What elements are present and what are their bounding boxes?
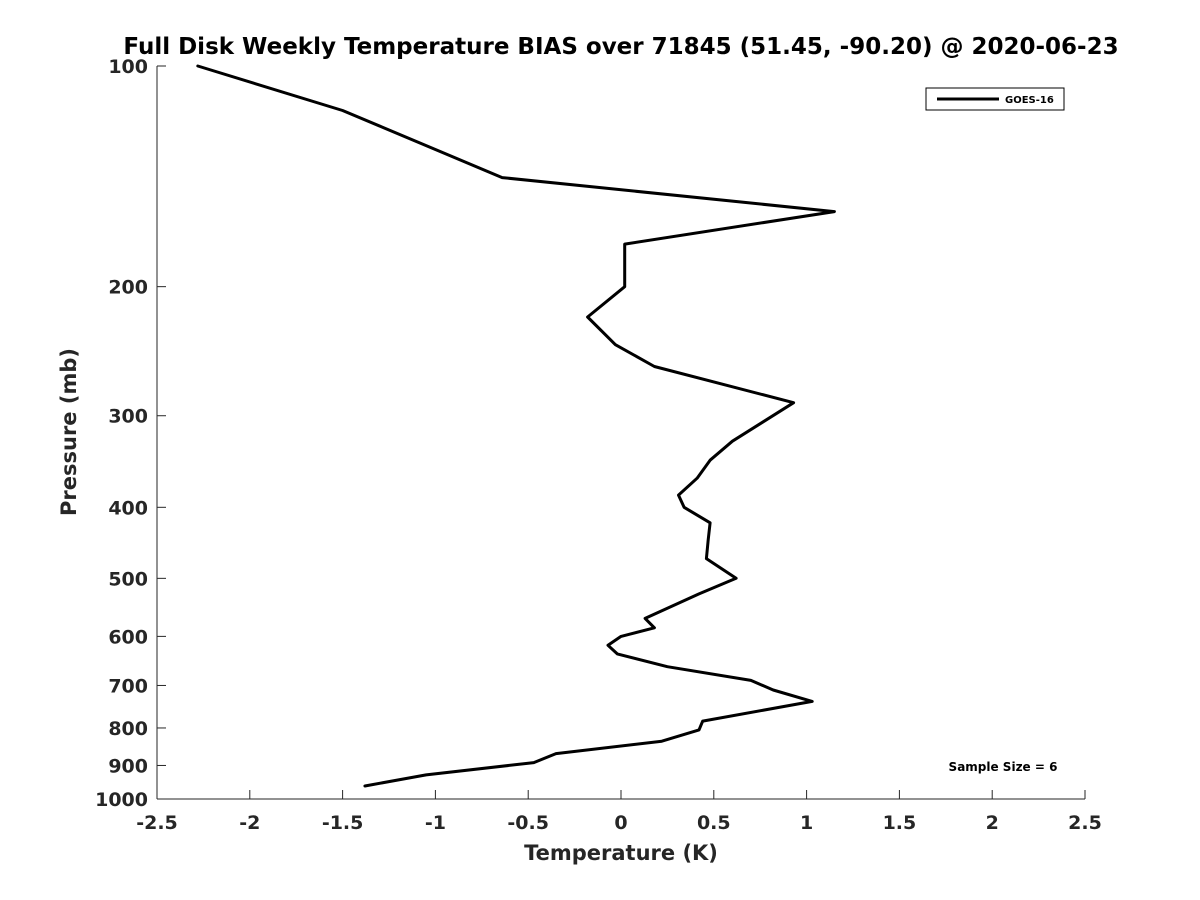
sample-size-annotation: Sample Size = 6 (949, 760, 1058, 774)
y-tick-label: 500 (108, 568, 148, 590)
y-tick-label: 100 (108, 56, 148, 78)
series-line-goes-16 (196, 64, 836, 788)
y-tick-label: 700 (108, 675, 148, 697)
x-tick-label: -0.5 (507, 812, 549, 834)
x-tick-label: 2 (986, 812, 999, 834)
y-tick-label: 300 (108, 406, 148, 428)
x-axis-ticks: -2.5 -2 -1.5 -1 -0.5 0 0.5 1 1.5 2 2.5 (136, 790, 1102, 834)
y-tick-label: 1000 (95, 789, 148, 811)
y-tick-label: 400 (108, 497, 148, 519)
x-tick-label: -2.5 (136, 812, 178, 834)
y-tick-label: 600 (108, 626, 148, 648)
x-tick-label: 0.5 (697, 812, 731, 834)
x-tick-label: 0 (614, 812, 627, 834)
x-tick-label: -2 (239, 812, 260, 834)
x-tick-label: 2.5 (1068, 812, 1102, 834)
chart-title: Full Disk Weekly Temperature BIAS over 7… (123, 34, 1118, 60)
x-tick-label: -1 (425, 812, 446, 834)
y-axis-ticks: 100 200 300 400 500 600 700 800 900 1000 (95, 56, 166, 811)
x-tick-label: 1.5 (883, 812, 917, 834)
x-axis-label: Temperature (K) (524, 841, 718, 865)
y-tick-label: 800 (108, 718, 148, 740)
x-tick-label: 1 (800, 812, 813, 834)
y-axis-label: Pressure (mb) (57, 348, 81, 516)
series-layer (196, 64, 836, 788)
legend: GOES-16 (925, 87, 1065, 111)
x-tick-label: -1.5 (322, 812, 364, 834)
legend-label: GOES-16 (1005, 95, 1054, 106)
y-tick-label: 900 (108, 755, 148, 777)
y-tick-label: 200 (108, 277, 148, 299)
